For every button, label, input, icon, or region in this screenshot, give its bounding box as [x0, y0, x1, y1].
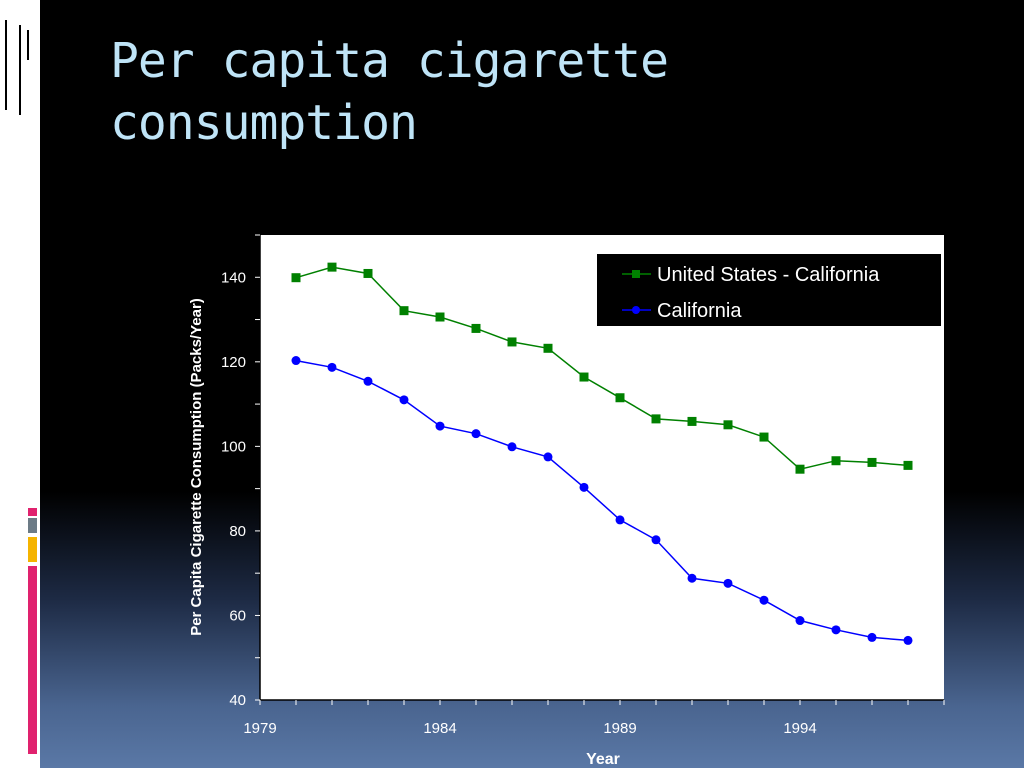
data-point-united-states-california — [363, 268, 373, 278]
legend-label: United States - California — [657, 264, 880, 286]
data-point-united-states-california — [543, 343, 553, 353]
data-point-united-states-california — [903, 460, 913, 470]
accent-bar-4 — [28, 566, 37, 754]
data-point-california — [759, 595, 769, 605]
data-point-california — [471, 429, 481, 439]
legend-marker — [632, 270, 640, 278]
legend-label: California — [657, 300, 742, 322]
data-point-united-states-california — [435, 312, 445, 322]
data-point-united-states-california — [651, 414, 661, 424]
data-point-california — [363, 376, 373, 386]
y-tick-label: 100 — [221, 438, 246, 455]
data-point-united-states-california — [507, 337, 517, 347]
data-point-united-states-california — [759, 432, 769, 442]
series-line-california — [295, 359, 909, 642]
x-tick-label: 1979 — [243, 720, 276, 737]
y-axis-label: Per Capita Cigarette Consumption (Packs/… — [188, 298, 205, 636]
data-point-california — [579, 482, 589, 492]
data-point-california — [867, 632, 877, 642]
legend-box — [597, 254, 941, 326]
data-point-united-states-california — [687, 416, 697, 426]
data-point-united-states-california — [399, 306, 409, 316]
data-point-united-states-california — [579, 372, 589, 382]
data-point-california — [795, 616, 805, 626]
data-point-california — [435, 421, 445, 431]
data-point-california — [687, 573, 697, 583]
data-point-united-states-california — [471, 323, 481, 333]
y-tick-label: 140 — [221, 269, 246, 286]
data-point-united-states-california — [867, 457, 877, 467]
data-point-california — [399, 395, 409, 405]
slide-title: Per capita cigarette consumption — [110, 33, 669, 151]
accent-bar-2 — [28, 518, 37, 533]
data-point-california — [651, 535, 661, 545]
data-point-united-states-california — [327, 262, 337, 272]
x-tick-label: 1994 — [783, 720, 816, 737]
data-point-california — [903, 635, 913, 645]
window-panes-icon — [0, 0, 32, 120]
y-tick-label: 40 — [229, 692, 246, 709]
data-point-united-states-california — [795, 464, 805, 474]
legend-marker — [632, 306, 640, 314]
x-tick-label: 1984 — [423, 720, 456, 737]
data-point-california — [543, 452, 553, 462]
x-axis-label: Year — [586, 751, 620, 768]
data-point-california — [291, 356, 301, 366]
y-tick-label: 120 — [221, 354, 246, 371]
data-point-california — [327, 362, 337, 372]
data-point-united-states-california — [723, 420, 733, 430]
data-point-california — [507, 442, 517, 452]
data-point-california — [723, 578, 733, 588]
accent-bar-3 — [28, 537, 37, 562]
data-point-united-states-california — [831, 456, 841, 466]
data-point-united-states-california — [291, 273, 301, 283]
data-point-united-states-california — [615, 393, 625, 403]
series-line-united-states-california — [295, 266, 909, 471]
accent-bar-1 — [28, 508, 37, 516]
x-tick-label: 1989 — [603, 720, 636, 737]
y-tick-label: 80 — [229, 523, 246, 540]
y-tick-label: 60 — [229, 607, 246, 624]
data-point-california — [615, 515, 625, 525]
data-point-california — [831, 625, 841, 635]
